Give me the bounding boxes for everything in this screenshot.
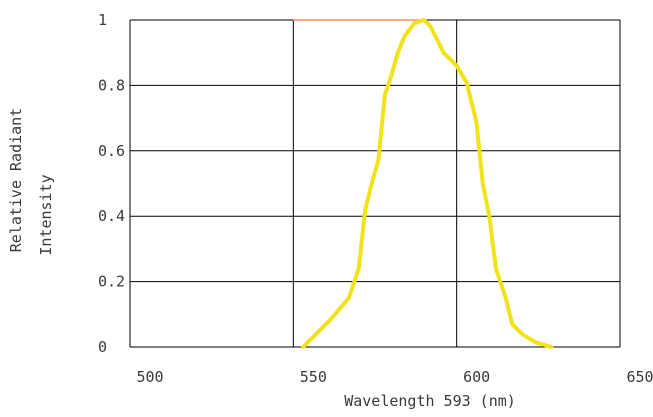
y-tick-label-2: 0.4 [98,207,125,225]
y-tick-label-1: 0.2 [98,273,125,291]
x-tick-label-3: 650 [626,368,653,386]
x-tick-labels: 500 550 600 650 [136,368,653,386]
y-tick-label-3: 0.6 [98,142,125,160]
y-axis-label-line-2: Intensity [37,174,55,255]
x-tick-label-0: 500 [136,368,163,386]
y-tick-label-0: 0 [98,338,107,356]
y-axis-label-line-1: Relative Radiant [7,108,25,253]
grid [129,19,621,348]
y-tick-labels: 0 0.2 0.4 0.6 0.8 1 [98,11,125,356]
x-tick-label-2: 600 [463,368,490,386]
series-line [301,18,554,349]
y-tick-label-4: 0.8 [98,76,125,94]
x-tick-label-1: 550 [300,368,327,386]
x-axis-label: Wavelength 593 (nm) [344,392,516,410]
y-tick-label-5: 1 [98,11,107,29]
